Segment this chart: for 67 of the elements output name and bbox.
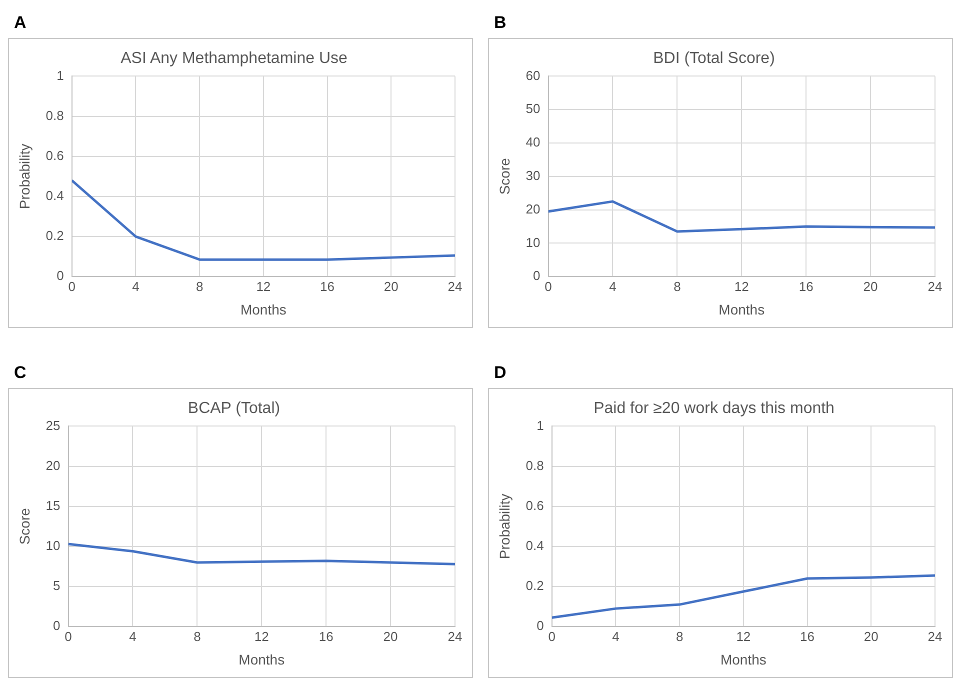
x-tick-label: 20 bbox=[383, 628, 398, 644]
x-axis-title: Months bbox=[240, 301, 286, 318]
x-tick-label: 20 bbox=[864, 628, 878, 644]
chart-title: BCAP (Total) bbox=[188, 400, 280, 418]
text: A bbox=[14, 13, 26, 32]
text: B bbox=[494, 13, 506, 32]
chart-title: BDI (Total Score) bbox=[653, 50, 775, 68]
x-tick-label: 8 bbox=[674, 278, 681, 294]
x-tick-label: 12 bbox=[256, 278, 271, 294]
text: D bbox=[494, 363, 506, 382]
x-axis-title: Months bbox=[720, 651, 766, 668]
y-tick-label: 20 bbox=[526, 201, 540, 216]
chart-title: ASI Any Methamphetamine Use bbox=[120, 50, 348, 68]
y-tick-label: 10 bbox=[526, 234, 540, 250]
x-tick-label: 24 bbox=[928, 628, 942, 644]
y-tick-label: 0 bbox=[536, 618, 544, 634]
y-tick-label: 10 bbox=[46, 538, 60, 554]
y-axis-title: Probability bbox=[16, 144, 32, 210]
y-tick-label: 0.6 bbox=[526, 498, 544, 513]
x-tick-label: 16 bbox=[800, 628, 815, 644]
y-axis-title: Score bbox=[496, 158, 512, 195]
y-axis-title: Score bbox=[16, 508, 32, 545]
y-tick-label: 0.2 bbox=[46, 228, 64, 244]
x-tick-label: 8 bbox=[194, 628, 201, 644]
y-tick-label: 5 bbox=[53, 578, 60, 594]
x-tick-label: 20 bbox=[384, 278, 398, 294]
y-tick-label: 0.2 bbox=[526, 578, 544, 594]
y-tick-label: 0.4 bbox=[46, 188, 64, 204]
x-axis-title: Months bbox=[718, 301, 765, 318]
text: C bbox=[14, 363, 26, 382]
y-tick-label: 0.6 bbox=[46, 148, 64, 163]
x-tick-label: 8 bbox=[676, 628, 684, 644]
x-tick-label: 8 bbox=[196, 278, 204, 294]
y-tick-label: 25 bbox=[46, 418, 60, 433]
x-tick-label: 4 bbox=[132, 278, 140, 294]
x-tick-label: 24 bbox=[448, 278, 462, 294]
x-tick-label: 4 bbox=[129, 628, 136, 644]
chart-title: Paid for ≥20 work days this month bbox=[594, 400, 834, 418]
y-tick-label: 30 bbox=[526, 168, 540, 183]
x-tick-label: 16 bbox=[798, 278, 814, 294]
x-tick-label: 16 bbox=[320, 278, 335, 294]
y-tick-label: 60 bbox=[526, 68, 540, 83]
x-tick-label: 4 bbox=[609, 278, 616, 294]
x-tick-label: 24 bbox=[928, 278, 942, 294]
x-tick-label: 24 bbox=[448, 628, 462, 644]
x-tick-label: 0 bbox=[68, 278, 76, 294]
x-tick-label: 16 bbox=[318, 628, 334, 644]
y-tick-label: 50 bbox=[526, 101, 540, 116]
y-tick-label: 0 bbox=[533, 268, 540, 284]
y-tick-label: 0.8 bbox=[46, 108, 64, 123]
y-tick-label: 0 bbox=[56, 268, 64, 284]
x-tick-label: 0 bbox=[548, 628, 556, 644]
y-tick-label: 20 bbox=[46, 458, 60, 473]
y-tick-label: 0.4 bbox=[526, 538, 544, 554]
x-axis-title: Months bbox=[238, 651, 285, 668]
y-tick-label: 1 bbox=[536, 418, 544, 433]
x-tick-label: 20 bbox=[863, 278, 878, 294]
x-tick-label: 12 bbox=[734, 278, 749, 294]
y-tick-label: 1 bbox=[56, 68, 64, 83]
x-tick-label: 12 bbox=[254, 628, 269, 644]
y-tick-label: 0 bbox=[53, 618, 60, 634]
y-tick-label: 0.8 bbox=[526, 458, 544, 473]
y-tick-label: 15 bbox=[46, 498, 60, 513]
y-tick-label: 40 bbox=[526, 134, 540, 150]
x-tick-label: 12 bbox=[736, 628, 751, 644]
x-tick-label: 4 bbox=[612, 628, 620, 644]
y-axis-title: Probability bbox=[496, 494, 512, 560]
